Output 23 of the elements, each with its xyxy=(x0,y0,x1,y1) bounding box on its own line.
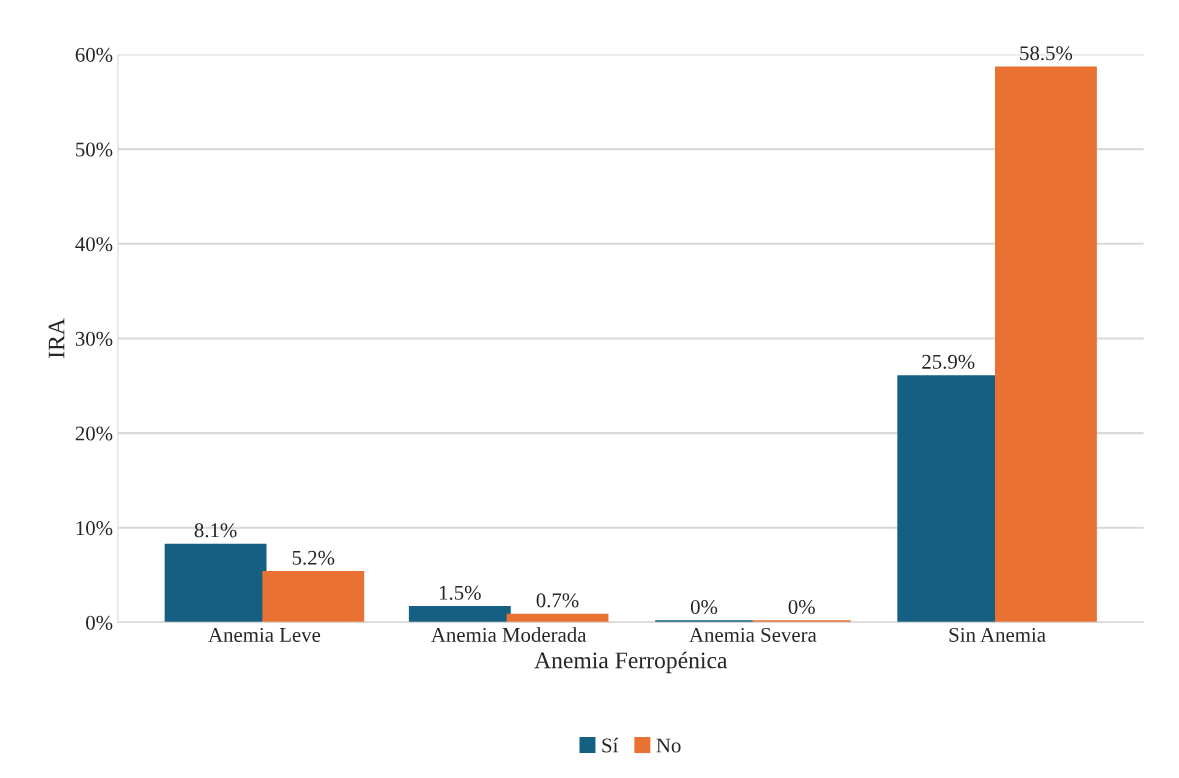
x-tick-label: Anemia Severa xyxy=(689,627,817,642)
y-tick-label: 60% xyxy=(75,47,113,62)
data-label: 8.1% xyxy=(194,523,237,538)
legend-label: No xyxy=(656,738,681,753)
data-label: 1.5% xyxy=(439,585,481,600)
y-tick-label: 10% xyxy=(76,521,113,536)
data-label: 0% xyxy=(788,599,815,615)
y-tick-label: 20% xyxy=(75,426,113,441)
y-tick-label: 30% xyxy=(75,331,113,346)
data-label: 0.7% xyxy=(536,593,579,608)
data-label: 25.9% xyxy=(922,354,975,369)
data-label: 5.2% xyxy=(292,550,335,565)
legend-label: Sí xyxy=(602,737,619,753)
y-tick-label: 0% xyxy=(86,615,113,630)
x-tick-label: Anemia Moderada xyxy=(431,627,587,642)
data-label: 58.5% xyxy=(1020,46,1073,61)
y-tick-label: 50% xyxy=(76,142,113,157)
y-tick-label: 40% xyxy=(75,237,113,252)
data-label: 0% xyxy=(690,599,718,615)
x-axis-title: Anemia Ferropénica xyxy=(534,651,728,674)
y-axis-title: IRA xyxy=(48,318,65,358)
x-tick-label: Anemia Leve xyxy=(208,627,321,642)
x-tick-label: Sin Anemia xyxy=(949,627,1046,642)
